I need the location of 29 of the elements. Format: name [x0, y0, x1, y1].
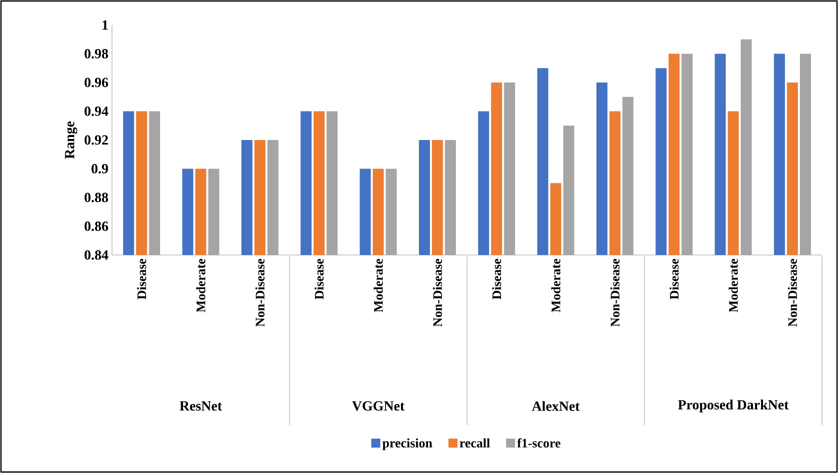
x-tick-label: Non-Disease: [788, 258, 797, 327]
x-tick-label: Non-Disease: [432, 258, 442, 327]
x-tick-label: Disease: [314, 258, 324, 300]
x-tick-label: Moderate: [196, 258, 206, 312]
y-tick-label: 0.86: [84, 222, 108, 231]
text: ResNet: [180, 401, 222, 411]
y-tick-label: 0.98: [84, 49, 108, 58]
x-tick-label: Moderate: [374, 258, 383, 312]
text: VGGNet: [352, 401, 405, 411]
x-tick-label: Disease: [670, 258, 679, 300]
x-tick-label: Disease: [137, 258, 146, 300]
legend-label: f1-score: [517, 438, 560, 448]
x-tick-label: Moderate: [728, 258, 738, 312]
x-tick-label: Non-Disease: [610, 258, 620, 327]
x-tick-label: Non-Disease: [255, 258, 264, 327]
legend-label: recall: [460, 438, 490, 448]
y-tick-label: 0.84: [84, 250, 108, 260]
y-tick-label: 1: [102, 20, 108, 30]
y-tick-label: 0.92: [84, 135, 108, 145]
x-tick-label: Disease: [492, 258, 502, 300]
y-tick-label: 0.9: [92, 164, 108, 174]
y-tick-label: 0.94: [84, 106, 108, 116]
x-tick-label: Moderate: [551, 258, 560, 312]
legend-label: precision: [382, 438, 432, 450]
text: Proposed DarkNet: [678, 400, 789, 412]
y-axis-title: Range: [65, 121, 78, 159]
y-tick-label: 0.96: [84, 78, 108, 88]
y-tick-label: 0.88: [84, 192, 108, 202]
text: AlexNet: [532, 401, 580, 411]
